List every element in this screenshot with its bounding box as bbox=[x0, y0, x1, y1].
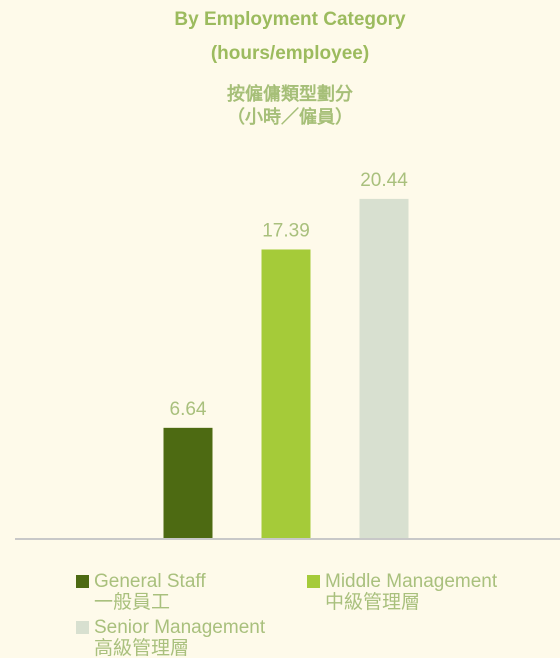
legend-label-zh: 高級管理層 bbox=[94, 637, 189, 658]
legend-label: Middle Management bbox=[325, 571, 498, 592]
chart-subtitle-zh: （小時／僱員） bbox=[227, 106, 353, 127]
legend-swatch bbox=[76, 621, 89, 634]
legend-label-zh: 一般員工 bbox=[94, 591, 170, 613]
bar bbox=[359, 198, 409, 538]
legend-swatch bbox=[307, 575, 320, 588]
value-label: 20.44 bbox=[360, 170, 408, 191]
legend-label: General Staff bbox=[94, 571, 206, 592]
legend-swatch bbox=[76, 575, 89, 588]
value-label: 6.64 bbox=[170, 399, 207, 420]
chart-title: By Employment Category bbox=[174, 9, 406, 30]
legend-label: Senior Management bbox=[94, 617, 266, 638]
chart-title-zh: 按僱傭類型劃分 bbox=[227, 83, 353, 104]
legend-label-zh: 中級管理層 bbox=[325, 591, 420, 613]
bar bbox=[261, 249, 311, 539]
value-label: 17.39 bbox=[262, 220, 310, 241]
bar bbox=[163, 427, 213, 538]
chart-subtitle: (hours/employee) bbox=[211, 43, 369, 64]
